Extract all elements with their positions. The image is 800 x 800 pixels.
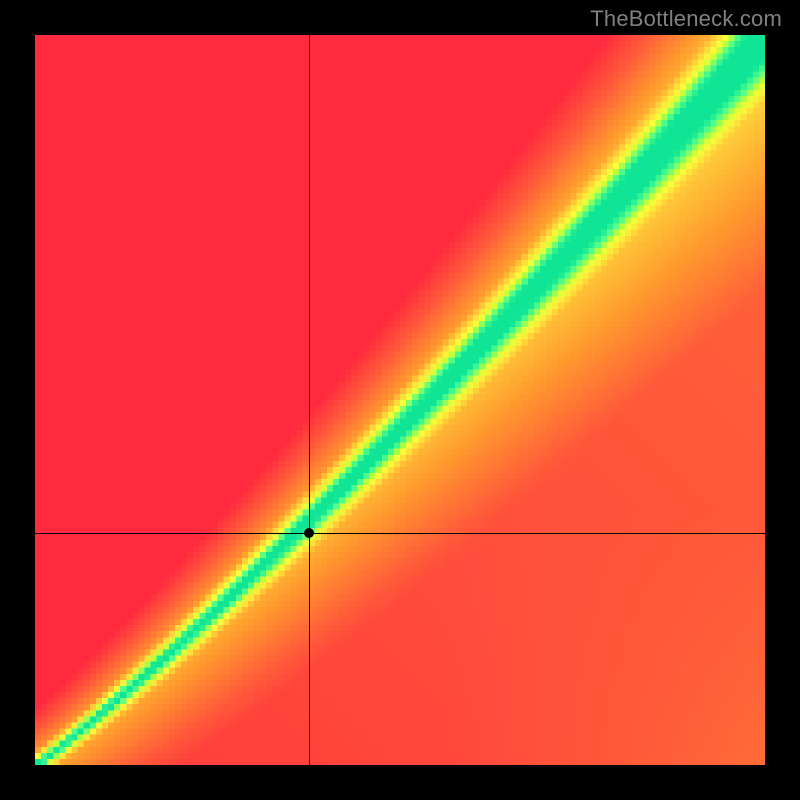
bottleneck-heatmap (35, 35, 765, 765)
crosshair-vertical (309, 35, 310, 765)
operating-point-marker (304, 528, 314, 538)
chart-container: TheBottleneck.com (0, 0, 800, 800)
watermark-text: TheBottleneck.com (590, 6, 782, 32)
crosshair-horizontal (35, 533, 765, 534)
